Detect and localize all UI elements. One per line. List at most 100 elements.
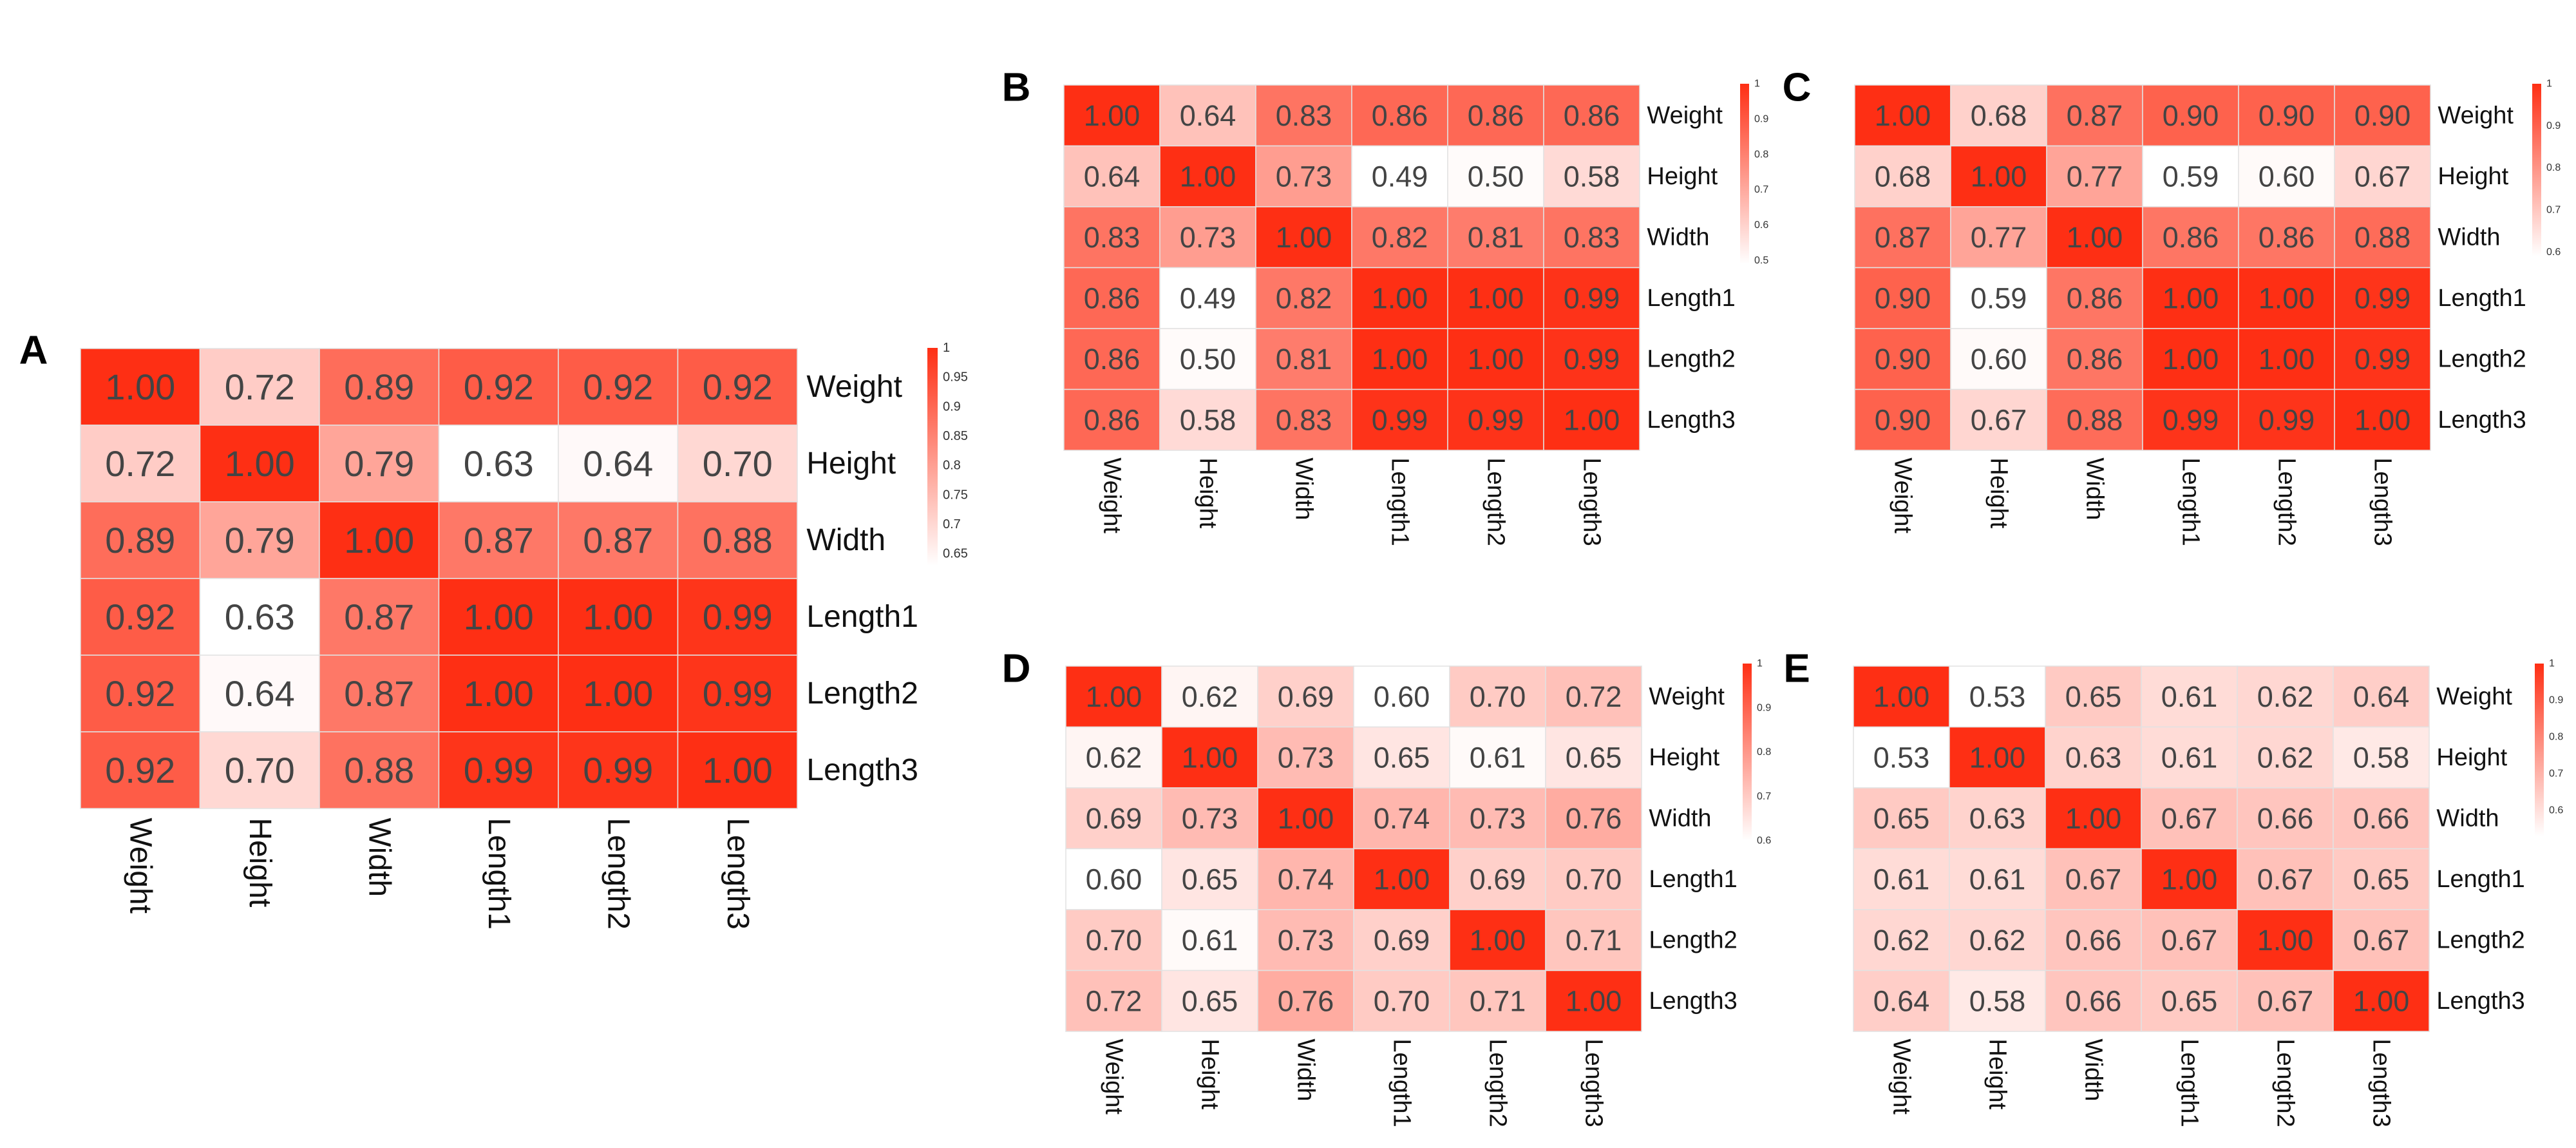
heatmap-cell [1853,787,1950,850]
row-label: Length3 [1647,407,1735,434]
cell-value: 0.60 [1374,680,1430,713]
heatmap-cell [2334,267,2431,329]
heatmap-cell [2333,665,2430,728]
heatmap-cell [2237,665,2334,728]
cell-value: 0.62 [1969,924,2026,957]
heatmap-cell [199,425,320,502]
cell-value: 1.00 [2354,403,2411,436]
heatmap-cell [677,348,798,426]
heatmap-cell [677,501,798,579]
heatmap-cell [2045,665,2142,728]
row-label: Length1 [806,600,918,634]
row-label: Length1 [1647,285,1735,312]
cell-value: 0.49 [1372,160,1428,193]
cell-value: 0.90 [2354,99,2411,132]
cell-value: 1.00 [1971,160,2027,193]
cell-value: 0.82 [1276,282,1332,314]
heatmap-cell [1449,665,1546,728]
cell-value: 0.77 [2067,160,2123,193]
heatmap-cell [558,578,679,656]
row-label: Length2 [2438,345,2526,372]
legend-tick-label: 0.95 [943,370,968,385]
cell-value: 0.99 [583,750,653,790]
cell-value: 0.66 [2065,924,2122,957]
cell-value: 0.53 [1969,680,2026,713]
cell-value: 1.00 [464,673,534,714]
cell-value: 0.90 [2163,99,2219,132]
legend-tick-label: 0.9 [1754,113,1768,124]
heatmap-cell [1854,206,1951,269]
heatmap-cell [2238,267,2335,329]
cell-value: 0.86 [1084,343,1141,376]
cell-value: 0.72 [1086,984,1142,1017]
row-label: Length2 [1649,926,1737,953]
heatmap-cell [80,655,201,732]
cell-value: 1.00 [1875,99,1931,132]
heatmap-cell [1447,206,1544,269]
column-label: Length3 [1580,1038,1607,1127]
cell-value: 0.99 [703,673,773,714]
heatmap-cell [1543,388,1640,451]
heatmap-cell [199,348,320,426]
cell-value: 0.62 [1086,741,1142,774]
heatmap-cell [1065,970,1162,1032]
heatmap-cell [2237,848,2334,910]
cell-value: 0.65 [1182,863,1238,895]
cell-value: 0.68 [1875,160,1931,193]
cell-value: 0.90 [2259,99,2315,132]
heatmap-cell [1949,787,2046,850]
cell-value: 0.64 [1180,99,1236,132]
legend-tick-label: 1 [1757,658,1763,669]
heatmap-cell [2142,267,2239,329]
cell-value: 0.73 [1470,802,1526,835]
column-label: Length2 [1482,457,1510,546]
cell-value: 0.61 [1470,741,1526,774]
cell-value: 1.00 [1276,221,1332,254]
column-label: Width [1293,1038,1320,1101]
cell-value: 0.64 [1873,984,1930,1017]
cell-value: 0.83 [1276,99,1332,132]
column-label: Width [1291,457,1318,520]
panel-letter: C [1783,65,1812,110]
cell-value: 0.60 [1086,863,1142,895]
heatmap-cell [1949,970,2046,1032]
heatmap-cell [1853,726,1950,789]
cell-value: 1.00 [2259,282,2315,314]
heatmap-cell [2334,206,2431,269]
cell-value: 1.00 [2353,984,2410,1017]
heatmap-cell [1351,388,1448,451]
cell-value: 1.00 [1180,160,1236,193]
heatmap-cell [199,578,320,656]
cell-value: 0.64 [225,673,295,714]
heatmap-cell [1854,267,1951,329]
column-label: Width [362,818,396,897]
cell-value: 0.62 [1873,924,1930,957]
cell-value: 0.59 [2163,160,2219,193]
cell-value: 0.88 [703,520,773,560]
cell-value: 0.65 [1873,802,1930,835]
legend-tick-label: 0.9 [943,399,961,414]
heatmap-cell [1950,84,2047,147]
heatmap-cell [1449,848,1546,910]
heatmap-cell [677,655,798,732]
column-label: Weight [123,818,157,914]
cell-value: 1.00 [583,673,653,714]
cell-value: 1.00 [1086,680,1142,713]
cell-value: 0.70 [1086,924,1142,957]
column-label: Length1 [1387,457,1414,546]
heatmap-cell [1353,726,1450,789]
cell-value: 1.00 [1084,99,1141,132]
heatmap-cell [1257,909,1354,971]
cell-value: 0.70 [703,443,773,484]
cell-value: 0.82 [1372,221,1428,254]
heatmap-cell [1949,848,2046,910]
row-label: Length1 [2436,866,2524,893]
cell-value: 0.76 [1566,802,1622,835]
heatmap-cell [1257,665,1354,728]
row-label: Height [806,446,896,481]
heatmap-cell [1543,145,1640,207]
row-label: Length1 [1649,866,1737,893]
cell-value: 0.65 [2065,680,2122,713]
color-legend-bar [1743,664,1752,841]
panel-letter: A [19,328,48,372]
